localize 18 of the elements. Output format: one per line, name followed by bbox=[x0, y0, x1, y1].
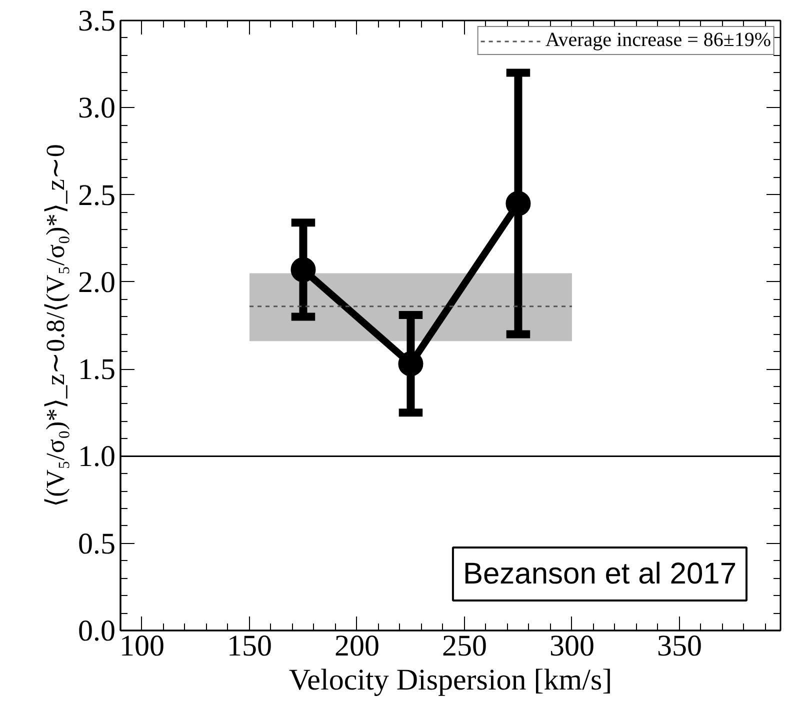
y-tick-label: 0.5 bbox=[78, 527, 116, 560]
x-tick-label: 350 bbox=[656, 630, 702, 662]
y-tick-label: 2.0 bbox=[78, 266, 116, 299]
y-tick-label: 3.0 bbox=[78, 92, 116, 125]
x-axis-title: Velocity Dispersion [km/s] bbox=[288, 664, 612, 696]
x-tick-label: 200 bbox=[334, 630, 380, 662]
y-tick-label: 3.5 bbox=[78, 4, 116, 38]
x-tick-label: 300 bbox=[549, 630, 594, 662]
x-tick-label: 250 bbox=[442, 630, 487, 662]
legend-label: Average increase = 86±19% bbox=[545, 29, 771, 52]
y-tick-label: 0.0 bbox=[78, 614, 116, 648]
x-tick-label: 100 bbox=[120, 630, 164, 662]
y-axis-title: ⟨(V₅/σ₀)*⟩_z∼0.8/⟨(V₅/σ₀)*⟩_z∼0 bbox=[41, 144, 70, 507]
y-tick-label: 1.0 bbox=[78, 440, 116, 474]
y-tick-label: 2.5 bbox=[78, 178, 116, 212]
x-tick-label: 150 bbox=[226, 630, 272, 662]
y-tick-label: 1.5 bbox=[78, 353, 116, 386]
annotation: Bezanson et al 2017 bbox=[462, 558, 736, 590]
